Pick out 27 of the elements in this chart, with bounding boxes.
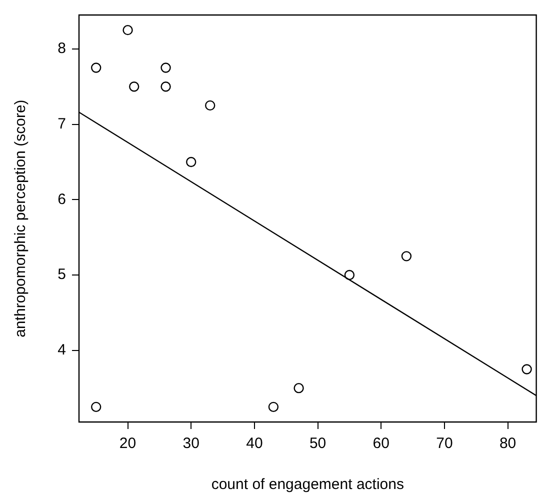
point xyxy=(522,364,532,374)
point xyxy=(344,270,355,280)
y-tick-label: 7 xyxy=(58,115,66,132)
x-tick-label: 70 xyxy=(436,435,453,452)
point xyxy=(268,402,279,412)
x-tick-label: 50 xyxy=(309,435,326,452)
point xyxy=(91,402,102,412)
point xyxy=(129,82,140,92)
x-tick-label: 40 xyxy=(246,435,263,452)
point xyxy=(205,100,216,111)
point xyxy=(91,62,102,73)
y-tick-label: 4 xyxy=(58,342,66,359)
y-tick-label: 5 xyxy=(58,266,66,284)
x-tick-label: 20 xyxy=(119,435,136,452)
x-tick-label: 30 xyxy=(182,435,200,452)
y-tick-label: 6 xyxy=(58,190,66,208)
point xyxy=(160,82,171,92)
x-axis-title: count of engagement actions xyxy=(211,476,404,494)
y-axis-title: anthropomorphic perception (score) xyxy=(12,100,30,338)
x-tick-label: 80 xyxy=(499,435,516,452)
point xyxy=(160,62,171,73)
y-tick-label: 8 xyxy=(58,40,66,58)
point xyxy=(401,251,412,262)
point xyxy=(294,382,304,394)
point xyxy=(186,156,196,168)
x-tick-label: 60 xyxy=(372,435,390,452)
point xyxy=(122,24,133,36)
